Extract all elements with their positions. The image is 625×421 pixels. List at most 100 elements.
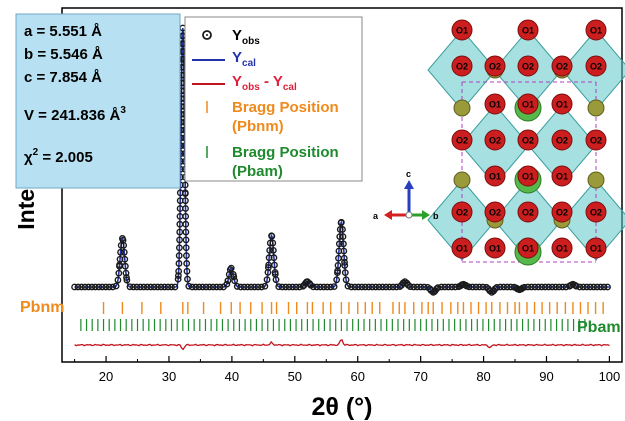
observed-point [240,283,248,291]
observed-point [579,283,587,291]
observed-point [339,233,347,241]
observed-point [586,283,594,291]
observed-point [192,283,200,291]
observed-point [375,283,383,291]
observed-point [105,283,113,291]
observed-point [199,283,207,291]
legend: Yobs Ycal Yobs - Ycal Bragg Position (Pb… [184,16,363,182]
observed-point [327,283,335,291]
observed-point [181,190,189,198]
axis-c-head [404,180,414,189]
observed-point [496,283,504,291]
cell-volume: V = 241.836 Å3 [24,105,126,124]
oxygen-atom-label: O1 [590,244,602,254]
observed-point [264,264,272,271]
b-site-atom [587,171,605,189]
observed-point [336,233,344,241]
observed-point [342,276,350,284]
observed-point [184,275,191,283]
x-tick-label: 60 [350,369,364,384]
observed-point [333,276,341,284]
observed-point [123,276,131,284]
b-site-atom [587,99,605,117]
oxygen-atom [484,93,506,115]
observed-point [341,269,349,277]
observed-point [593,283,601,291]
observed-point [406,283,414,291]
observed-point [98,283,106,291]
oxygen-atom-label: O2 [590,208,602,218]
oxygen-atom [517,129,539,151]
observed-point [175,244,183,252]
observed-point [109,283,117,291]
observed-point [336,226,344,233]
observed-point [334,262,342,269]
observed-point [285,283,293,291]
observed-point [583,283,591,291]
observed-point [168,283,175,291]
observed-point [323,283,331,291]
observed-point [182,220,190,228]
legend-obs-label: Yobs [232,27,260,47]
oxygen-atom-label: O2 [556,208,568,218]
legend-cal-main: Y [232,49,242,66]
legend-pbam-line1: Bragg Position [232,144,339,161]
observed-point [78,283,85,291]
observed-point [182,236,190,244]
oxygen-atom-label: O1 [522,172,534,182]
observed-point [130,283,137,291]
observed-point [216,283,224,291]
oxygen-atom [551,201,573,223]
observed-point [538,283,546,291]
observed-point [420,283,428,291]
x-tick-label: 20 [99,369,113,384]
observed-point [365,283,373,291]
observed-point [171,283,179,291]
oxygen-atom-label: O1 [556,244,568,254]
observed-point [85,283,92,291]
observed-point [503,283,511,291]
observed-point [597,283,605,291]
pbam-phase-label: Pbam [577,319,621,336]
observed-point [337,218,345,226]
observed-point [224,277,232,285]
oxygen-atom [585,237,607,259]
oxygen-atom-label: O2 [522,136,534,146]
observed-point [545,283,553,291]
observed-point [372,283,380,291]
observed-point [413,283,421,291]
x-tick-label: 100 [599,369,621,384]
legend-diff-mid: - Y [260,73,283,90]
atoms-group: O1 O1 O1 O2 O2 O2 O2 O2 O1 O1 O1 O2 O2 O2 O2 O2 O1 O1 O1 O2… [451,19,607,266]
observed-point [541,283,549,291]
oxygen-atom [484,201,506,223]
observed-point [340,247,348,255]
observed-point [534,283,542,291]
observed-point [269,239,277,247]
oxygen-atom-label: O2 [522,208,534,218]
observed-point [266,239,274,247]
oxygen-atom [585,55,607,77]
axis-origin [405,211,413,219]
chi-squared: χ2 = 2.005 [24,147,93,166]
oxygen-atom-label: O2 [489,208,501,218]
observed-point [244,283,252,291]
oxygen-atom [585,201,607,223]
observed-point [351,283,359,291]
oxygen-atom-label: O2 [522,62,534,72]
observed-point [289,283,297,291]
observed-point [389,283,397,291]
observed-point [188,283,196,291]
oxygen-atom [517,201,539,223]
observed-point [150,283,158,291]
observed-point [213,283,220,291]
oxygen-atom-label: O1 [590,26,602,36]
observed-point [339,226,346,233]
observed-point [182,197,189,205]
observed-point [309,283,317,291]
observed-point [164,283,172,291]
chi-value: = 2.005 [38,149,93,166]
observed-point [120,241,128,249]
oxygen-atom-label: O2 [590,136,602,146]
observed-point [161,283,168,291]
